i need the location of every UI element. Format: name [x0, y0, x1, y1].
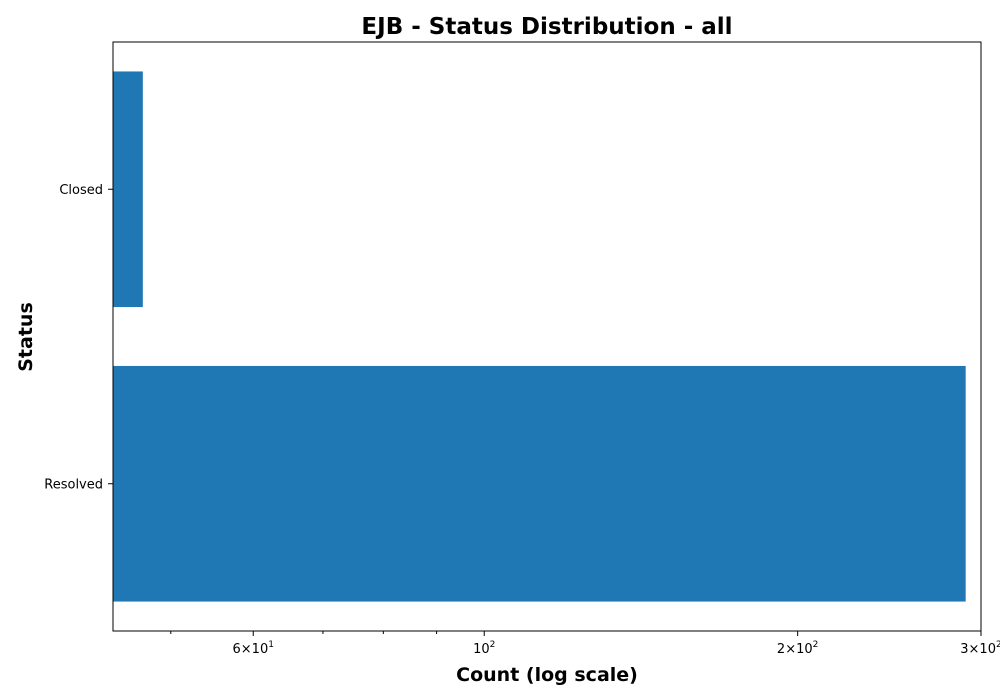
- x-tick-label: 102: [473, 640, 495, 657]
- x-tick-label: 3×102: [960, 640, 1000, 657]
- y-tick-label-closed: Closed: [59, 183, 103, 198]
- y-tick-label-resolved: Resolved: [44, 477, 103, 492]
- plot-area: [113, 71, 966, 602]
- chart-title: EJB - Status Distribution - all: [361, 14, 732, 40]
- y-axis: Closed Resolved: [44, 183, 113, 492]
- bar-resolved: [113, 365, 966, 602]
- y-axis-label: Status: [15, 302, 37, 372]
- x-tick-label: 6×101: [233, 640, 274, 657]
- x-tick-label: 2×102: [777, 640, 818, 657]
- x-axis: 6×101 102 2×102 3×102: [170, 631, 1000, 657]
- x-axis-label: Count (log scale): [456, 664, 638, 686]
- bar-closed: [113, 71, 143, 308]
- plot-frame: [112, 41, 982, 632]
